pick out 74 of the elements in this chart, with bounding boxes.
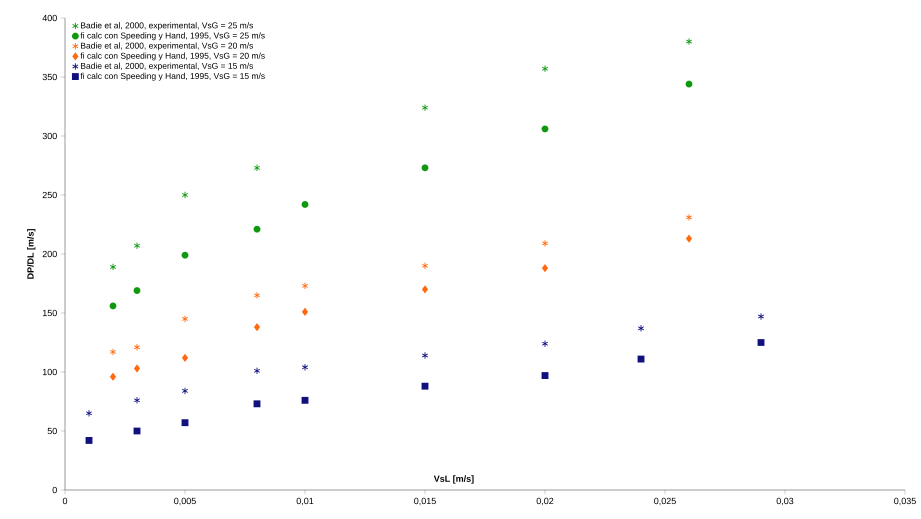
legend-label: Badie et al, 2000, experimental, VsG = 20 m/s xyxy=(81,42,254,50)
point xyxy=(134,287,140,294)
y-tick-label: 400 xyxy=(42,14,57,22)
point xyxy=(542,264,548,272)
point xyxy=(86,410,92,417)
point xyxy=(542,240,548,248)
x-tick-label: 0,005 xyxy=(174,498,196,506)
point xyxy=(542,125,548,132)
point xyxy=(254,292,260,299)
point xyxy=(110,263,116,271)
legend-label: Badie et al, 2000, experimental, VsG = 25 m/s xyxy=(81,22,254,30)
y-tick-label: 300 xyxy=(42,132,57,140)
point xyxy=(110,348,116,356)
point xyxy=(182,252,188,259)
point xyxy=(182,419,188,426)
point xyxy=(542,65,548,72)
point xyxy=(254,323,260,331)
point xyxy=(422,104,428,112)
point xyxy=(758,312,764,320)
point xyxy=(302,364,308,371)
x-axis-title: VsL [m/s] xyxy=(434,475,474,484)
point xyxy=(254,164,260,172)
point xyxy=(422,286,428,294)
point xyxy=(302,308,308,316)
y-tick-label: 50 xyxy=(48,428,57,434)
point xyxy=(422,352,428,360)
point xyxy=(134,242,140,250)
y-tick-label: 150 xyxy=(42,310,57,316)
point xyxy=(758,339,764,346)
point xyxy=(134,344,140,351)
x-tick-label: 0,01 xyxy=(296,498,314,506)
point xyxy=(182,191,188,199)
point xyxy=(302,201,308,208)
point xyxy=(686,80,692,88)
point xyxy=(686,234,692,242)
y-tick-label: 100 xyxy=(42,368,57,376)
point xyxy=(422,164,428,172)
point xyxy=(110,372,116,381)
point xyxy=(422,382,428,390)
point xyxy=(254,226,260,233)
x-tick-label: 0,035 xyxy=(894,498,916,506)
y-tick-label: 350 xyxy=(42,74,57,80)
point xyxy=(422,262,428,270)
x-tick-label: 0,015 xyxy=(414,498,436,506)
legend-label: fi calc con Speeding y Hand, 1995, VsG = 15 m/s xyxy=(80,72,265,81)
point xyxy=(254,400,260,408)
point xyxy=(686,214,692,222)
y-tick-label: 200 xyxy=(42,250,57,258)
legend-label: Badie et al, 2000, experimental, VsG = 15 m/s xyxy=(81,62,254,71)
legend-label: fi calc con Speeding y Hand, 1995, VsG = 25 m/s xyxy=(80,32,265,40)
point xyxy=(134,396,140,404)
x-tick-label: 0,02 xyxy=(536,498,554,506)
point xyxy=(254,367,260,374)
point xyxy=(86,437,92,444)
point xyxy=(182,315,188,323)
x-tick-label: 0,03 xyxy=(776,498,794,506)
point xyxy=(638,356,644,362)
point xyxy=(110,302,116,310)
point xyxy=(302,396,308,404)
y-tick-label: 250 xyxy=(42,192,57,198)
point xyxy=(302,282,308,290)
point xyxy=(134,428,140,434)
point xyxy=(182,354,188,362)
point xyxy=(686,38,692,46)
point xyxy=(542,372,548,379)
x-tick-label: 0,025 xyxy=(654,498,676,506)
x-tick-label: 0 xyxy=(62,498,68,504)
point xyxy=(542,340,548,348)
y-tick-label: 0 xyxy=(52,486,57,494)
legend-label: fi calc con Speeding y Hand, 1995, VsG = 20 m/s xyxy=(80,52,265,60)
point xyxy=(134,364,140,372)
point xyxy=(182,387,188,395)
y-axis-title: DP/DL [m/s] xyxy=(27,229,36,279)
point xyxy=(638,324,644,332)
